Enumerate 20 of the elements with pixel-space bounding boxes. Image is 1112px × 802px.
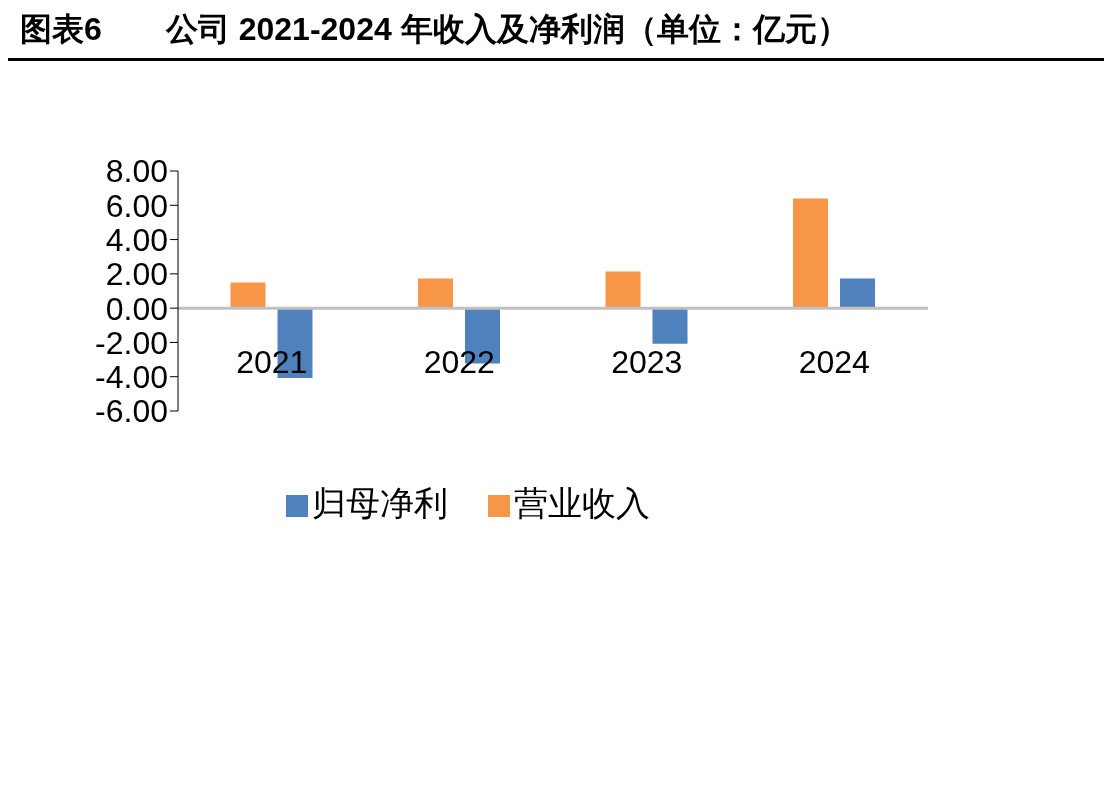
y-tick-label: -6.00 (95, 393, 168, 430)
y-tick-label: 2.00 (105, 256, 168, 293)
y-tick-label: -2.00 (95, 324, 168, 361)
legend-label: 营业收入 (514, 484, 650, 522)
y-tick-label: 4.00 (105, 221, 168, 258)
x-tick-label: 2022 (423, 344, 495, 380)
y-tick-label: 0.00 (105, 290, 168, 327)
bar (652, 308, 688, 344)
bar (230, 282, 266, 309)
x-tick-label: 2024 (798, 344, 870, 380)
x-tick-label: 2023 (611, 344, 683, 380)
y-tick-label: -4.00 (95, 359, 168, 396)
y-tick-label: 8.00 (105, 153, 168, 190)
bar (840, 278, 875, 309)
bar (605, 271, 641, 309)
bar (418, 278, 453, 309)
legend-label: 归母净利 (312, 484, 448, 522)
chart-title: 图表6 公司 2021-2024 年收入及净利润（单位：亿元） (8, 8, 1104, 61)
y-tick-label: 6.00 (105, 187, 168, 224)
bar (793, 198, 828, 309)
